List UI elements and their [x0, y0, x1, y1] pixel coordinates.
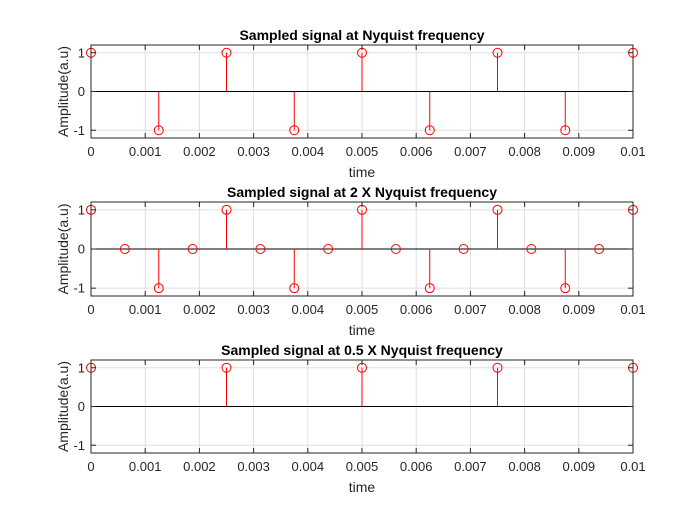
x-tick-label: 0.005	[346, 302, 379, 317]
stem-marker	[187, 244, 198, 254]
stem-marker	[153, 283, 164, 294]
x-tick-label: 0.008	[508, 144, 541, 159]
x-tick-label: 0.009	[563, 144, 596, 159]
stem-marker	[289, 283, 300, 294]
stem-marker	[526, 244, 537, 254]
y-tick-label: 1	[78, 360, 85, 375]
x-tick-label: 0.005	[346, 459, 379, 474]
x-tick-label: 0.001	[129, 459, 162, 474]
stem-marker	[560, 283, 571, 294]
x-tick-label: 0.009	[563, 302, 596, 317]
y-tick-label: 0	[78, 399, 85, 414]
x-tick-label: 0.008	[508, 459, 541, 474]
x-tick-label: 0.006	[400, 144, 433, 159]
x-tick-label: 0.008	[508, 302, 541, 317]
chart-title: Sampled signal at 0.5 X Nyquist frequenc…	[221, 342, 503, 358]
y-tick-label: -1	[73, 123, 85, 138]
chart-title: Sampled signal at 2 X Nyquist frequency	[227, 184, 497, 200]
x-tick-label: 0.006	[400, 459, 433, 474]
stem-marker	[594, 244, 605, 254]
x-tick-label: 0.001	[129, 144, 162, 159]
y-axis-label: Amplitude(a.u)	[55, 46, 71, 137]
y-tick-label: 1	[78, 45, 85, 60]
x-tick-label: 0.002	[183, 302, 216, 317]
y-tick-label: -1	[73, 281, 85, 296]
stem-marker	[492, 47, 503, 58]
stem-marker	[458, 244, 469, 254]
stem-marker	[119, 244, 130, 254]
x-tick-label: 0.002	[183, 144, 216, 159]
y-tick-label: 0	[78, 84, 85, 99]
x-tick-label: 0.007	[454, 144, 487, 159]
x-tick-label: 0.003	[237, 302, 270, 317]
stem-marker	[221, 204, 232, 215]
stem-marker	[323, 244, 334, 254]
x-tick-label: 0.005	[346, 144, 379, 159]
x-tick-label: 0	[87, 302, 94, 317]
y-tick-label: -1	[73, 438, 85, 453]
stem-marker	[424, 283, 435, 294]
stem-marker	[255, 244, 266, 254]
stem-marker	[289, 125, 300, 136]
y-axis-label: Amplitude(a.u)	[55, 203, 71, 294]
stem-marker	[390, 244, 401, 254]
y-tick-label: 0	[78, 242, 85, 257]
subplot-2: 0 0.001 0.002 0.003 0.004 0.005 0.006 0.007 0.00…	[55, 184, 646, 338]
x-tick-label: 0	[87, 459, 94, 474]
x-tick-label: 0.01	[620, 144, 645, 159]
stem-marker	[221, 362, 232, 373]
x-tick-label: 0.004	[292, 144, 325, 159]
x-axis-label: time	[349, 479, 376, 495]
x-tick-label: 0.003	[237, 459, 270, 474]
x-tick-label: 0.004	[292, 302, 325, 317]
x-tick-label: 0.002	[183, 459, 216, 474]
stem-marker	[153, 125, 164, 136]
stem-marker	[492, 204, 503, 215]
x-tick-label: 0.001	[129, 302, 162, 317]
x-tick-label: 0.01	[620, 302, 645, 317]
x-tick-label: 0.003	[237, 144, 270, 159]
x-axis-label: time	[349, 322, 376, 338]
x-axis-label: time	[349, 164, 376, 180]
stem-marker	[424, 125, 435, 136]
stem-marker	[560, 125, 571, 136]
chart-title: Sampled signal at Nyquist frequency	[239, 27, 484, 43]
subplot-1: 0 0.001 0.002 0.003 0.004 0.005 0.006 0.007 0.00…	[55, 27, 646, 180]
x-tick-label: 0.007	[454, 302, 487, 317]
x-tick-label: 0.006	[400, 302, 433, 317]
subplot-3: 0 0.001 0.002 0.003 0.004 0.005 0.006 0.007 0.00…	[55, 342, 646, 495]
x-tick-label: 0.004	[292, 459, 325, 474]
x-tick-label: 0.009	[563, 459, 596, 474]
stem-marker	[492, 362, 503, 373]
y-axis-label: Amplitude(a.u)	[55, 361, 71, 452]
y-tick-label: 1	[78, 202, 85, 217]
x-tick-label: 0.007	[454, 459, 487, 474]
x-tick-label: 0	[87, 144, 94, 159]
x-tick-label: 0.01	[620, 459, 645, 474]
stem-marker	[221, 47, 232, 58]
